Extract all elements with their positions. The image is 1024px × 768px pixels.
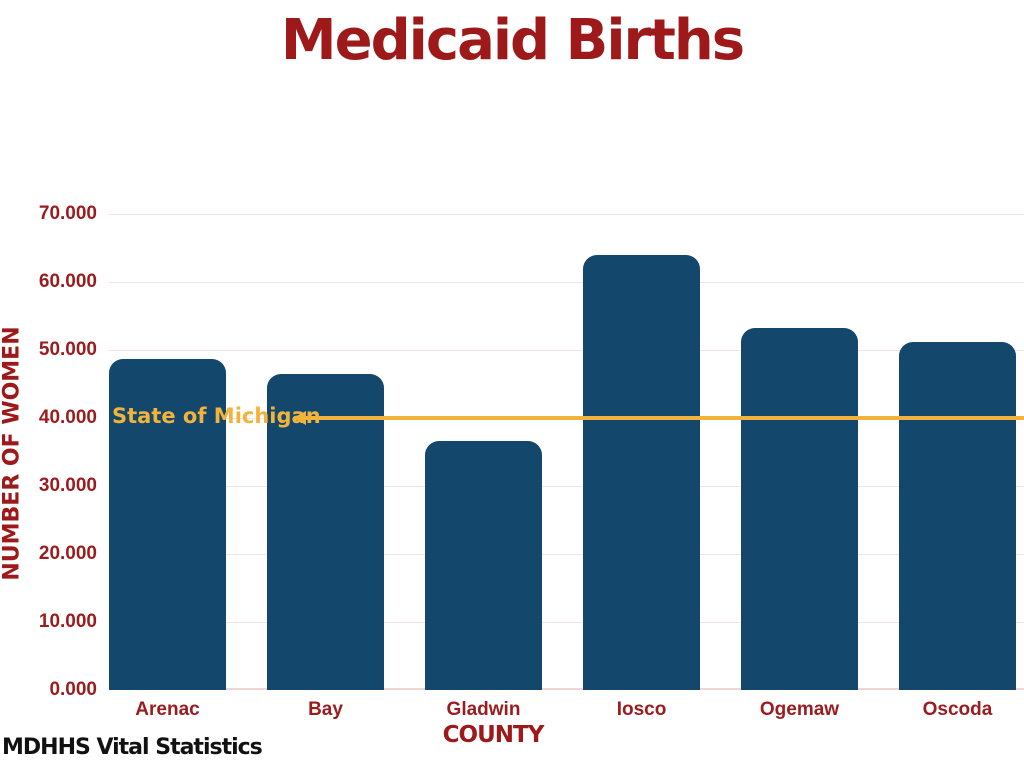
gridline	[109, 688, 1024, 690]
bar-iosco	[583, 255, 700, 690]
source-note: MDHHS Vital Statistics	[2, 735, 263, 760]
gridline	[109, 554, 1024, 555]
y-tick-label: 50.000	[38, 339, 97, 360]
y-tick-label: 20.000	[38, 543, 97, 564]
state-average-label: State of Michigan	[112, 404, 321, 428]
x-tick-label-ogemaw: Ogemaw	[759, 699, 840, 720]
state-average-reference-line	[304, 416, 1024, 420]
plot-area	[109, 214, 1024, 690]
gridline	[109, 282, 1024, 283]
x-axis-tick-labels: Arenac Bay Gladwin Iosco Ogemaw Oscoda	[109, 699, 1024, 723]
y-tick-label: 60.000	[38, 271, 97, 292]
gridline	[109, 214, 1024, 215]
x-tick-label-arenac: Arenac	[135, 699, 200, 720]
bar-gladwin	[425, 441, 542, 690]
bar-oscoda	[899, 342, 1016, 690]
y-tick-label: 40.000	[38, 407, 97, 428]
x-axis-title: COUNTY	[442, 722, 545, 748]
y-tick-label: 10.000	[38, 611, 97, 632]
y-tick-label: 0.000	[49, 679, 97, 700]
bar-bay	[267, 374, 384, 690]
bar-arenac	[109, 359, 226, 690]
gridline	[109, 622, 1024, 623]
arrow-left-icon	[293, 411, 306, 425]
x-tick-label-gladwin: Gladwin	[446, 699, 521, 720]
y-tick-label: 70.000	[38, 203, 97, 224]
x-tick-label-oscoda: Oscoda	[922, 699, 993, 720]
x-tick-label-iosco: Iosco	[616, 699, 667, 720]
gridline	[109, 486, 1024, 487]
y-tick-label: 30.000	[38, 475, 97, 496]
bar-ogemaw	[741, 328, 858, 690]
x-tick-label-bay: Bay	[308, 699, 343, 720]
y-axis-tick-labels: 0.000 10.000 20.000 30.000 40.000 50.000 60.00…	[0, 203, 97, 700]
chart-title: Medicaid Births	[280, 8, 745, 73]
gridline	[109, 350, 1024, 351]
